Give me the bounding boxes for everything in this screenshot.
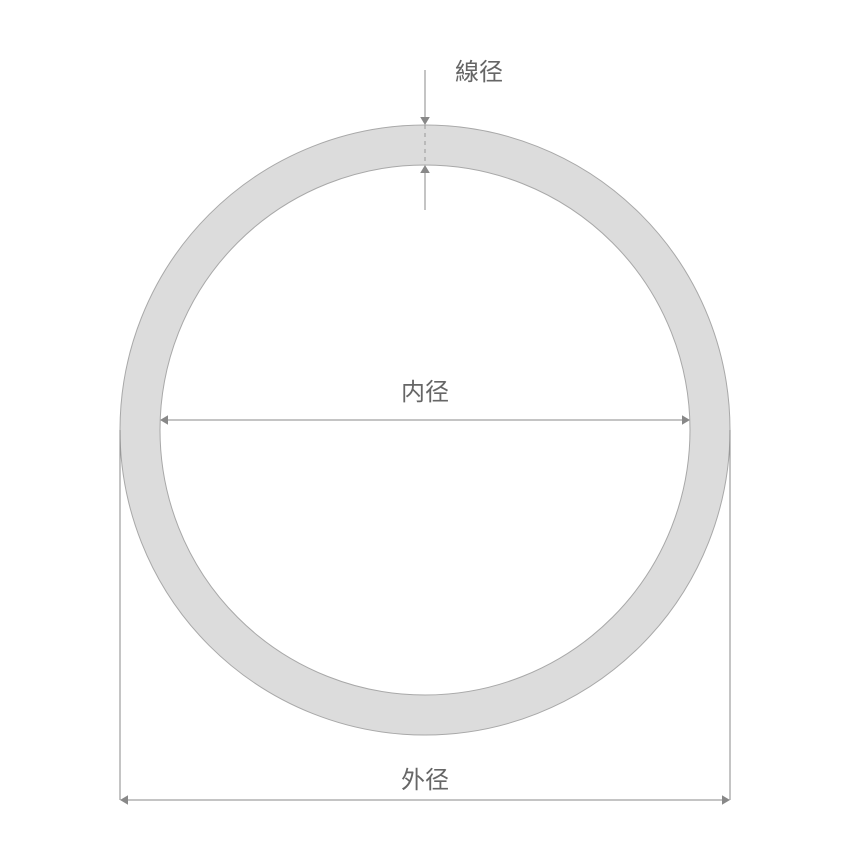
ring-dimension-diagram: 線径内径外径	[0, 0, 850, 850]
inner-diameter-label: 内径	[401, 379, 449, 406]
outer-diameter-label: 外径	[401, 767, 449, 794]
wire-diameter-label: 線径	[455, 59, 503, 86]
